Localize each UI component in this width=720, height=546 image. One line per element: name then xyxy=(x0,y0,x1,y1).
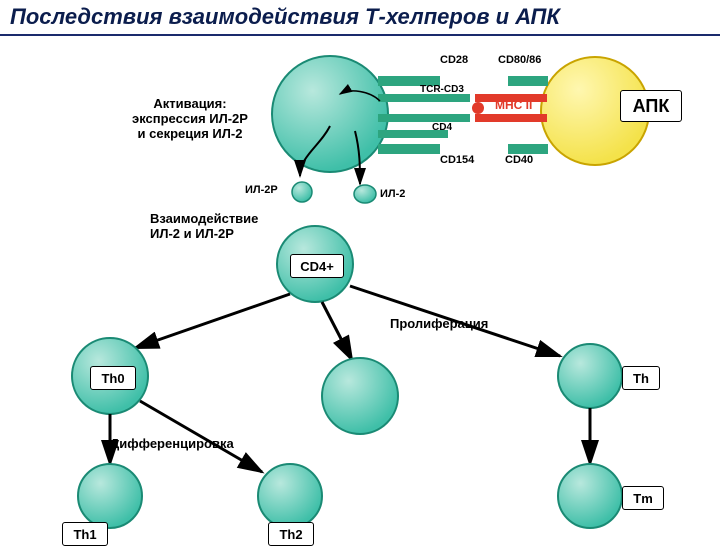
mhc-label: MHC II xyxy=(495,98,532,112)
tm-frame: Tm xyxy=(622,486,664,510)
il2r-label: ИЛ-2Р xyxy=(245,184,278,196)
differentiation-label: Дифференцировка xyxy=(110,436,234,451)
th0-label: Th0 xyxy=(101,371,124,386)
th2-frame: Th2 xyxy=(268,522,314,546)
title-bar: Последствия взаимодействия Т-хелперов и … xyxy=(0,0,720,36)
il2-label: ИЛ-2 xyxy=(380,188,405,200)
th2-label: Th2 xyxy=(279,527,302,542)
interaction-text: Взаимодействие ИЛ-2 и ИЛ-2Р xyxy=(150,211,300,241)
cd28-label: CD28 xyxy=(440,54,468,66)
cd4-frame: CD4+ xyxy=(290,254,344,278)
proliferation-label: Пролиферация xyxy=(390,316,488,331)
cd4-label: CD4+ xyxy=(300,259,334,274)
page-title: Последствия взаимодействия Т-хелперов и … xyxy=(10,4,560,30)
tm-label: Tm xyxy=(633,491,653,506)
th-label: Th xyxy=(633,371,649,386)
th1-label: Th1 xyxy=(73,527,96,542)
activation-text: Активация: экспрессия ИЛ-2Р и секреция И… xyxy=(110,96,270,141)
cd40-label: CD40 xyxy=(505,154,533,166)
th0-frame: Th0 xyxy=(90,366,136,390)
tcr-label: TCR-CD3 xyxy=(420,84,464,95)
diagram-stage: Активация: экспрессия ИЛ-2Р и секреция И… xyxy=(0,36,720,540)
cd154-label: CD154 xyxy=(440,154,474,166)
cd8086-label: CD80/86 xyxy=(498,54,541,66)
th-frame: Th xyxy=(622,366,660,390)
apc-label: АПК xyxy=(633,96,670,117)
apc-frame: АПК xyxy=(620,90,682,122)
th1-frame: Th1 xyxy=(62,522,108,546)
receptor-graphics xyxy=(0,36,720,540)
cd4-rec-label: CD4 xyxy=(432,122,452,133)
